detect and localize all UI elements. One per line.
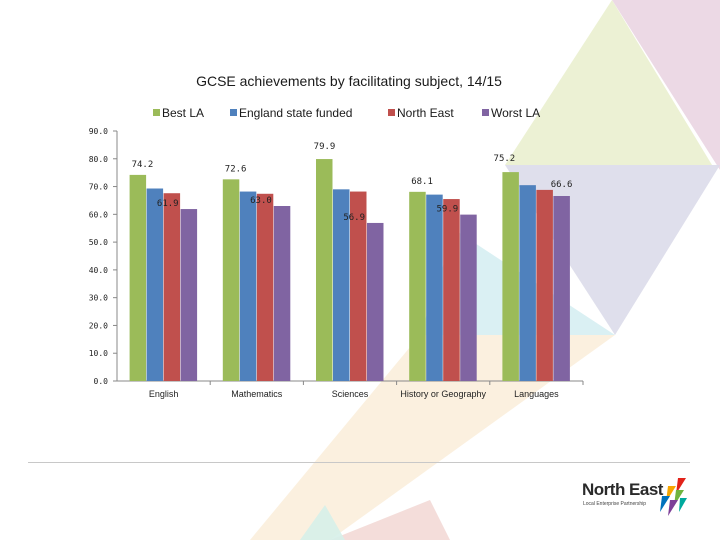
x-category-label: Languages [514, 389, 559, 399]
bar [409, 191, 426, 381]
bar [239, 191, 257, 381]
deco-mint-triangle [300, 505, 345, 540]
bar [146, 188, 164, 381]
y-tick-label: 40.0 [89, 266, 108, 275]
y-tick-label: 60.0 [89, 210, 108, 219]
footer-divider [28, 462, 690, 463]
deco-rose-triangle [330, 500, 450, 540]
bar [367, 222, 384, 381]
data-label: 68.1 [411, 177, 433, 187]
data-label: 56.9 [343, 213, 365, 223]
x-category-label: Sciences [332, 389, 369, 399]
y-tick-label: 30.0 [89, 294, 108, 303]
data-label: 59.9 [437, 205, 459, 215]
legend-label: England state funded [239, 106, 352, 120]
bar [129, 174, 147, 381]
bar [163, 193, 181, 381]
plot-area: 0.0 10.0 20.0 30.0 40.0 50.0 60.0 70.0 80.0 90.0 E… [89, 127, 584, 399]
logo-mark-icon [660, 478, 687, 516]
chart-legend: Best LA England state funded North East Wor… [153, 106, 540, 120]
bar [256, 193, 274, 381]
north-east-lep-logo: North East Local Enterprise Partnership [582, 476, 692, 518]
y-tick-label: 50.0 [89, 238, 108, 247]
y-tick-label: 70.0 [89, 183, 108, 192]
x-category-label: Mathematics [231, 389, 283, 399]
y-tick-label: 90.0 [89, 127, 108, 136]
data-label: 72.6 [225, 164, 247, 174]
bar [502, 172, 519, 381]
bar [536, 189, 553, 381]
legend-swatch [230, 109, 237, 116]
y-tick-label: 0.0 [94, 377, 109, 386]
deco-pink-triangle [612, 0, 720, 170]
bar [553, 196, 570, 381]
legend-label: North East [397, 106, 454, 120]
y-tick-label: 80.0 [89, 155, 108, 164]
bar [333, 189, 350, 381]
logo-name: North East [582, 480, 663, 499]
deco-yellow-green-triangle [505, 0, 712, 165]
data-label: 63.0 [250, 196, 272, 206]
bar [180, 209, 198, 381]
bar [350, 191, 367, 381]
y-tick-label: 20.0 [89, 321, 108, 330]
data-label: 74.2 [132, 160, 154, 170]
bar [222, 179, 240, 381]
bar [519, 185, 536, 381]
deco-peach-triangle [250, 335, 615, 540]
x-category-label: English [149, 389, 179, 399]
logo-tagline: Local Enterprise Partnership [583, 501, 647, 507]
legend-swatch [388, 109, 395, 116]
data-label: 61.9 [157, 199, 179, 209]
data-label: 79.9 [314, 142, 336, 152]
legend-swatch [153, 109, 160, 116]
data-label: 75.2 [494, 154, 516, 164]
chart-title: GCSE achievements by facilitating subjec… [196, 73, 502, 89]
y-tick-label: 10.0 [89, 349, 108, 358]
x-category-label: History or Geography [400, 389, 486, 399]
legend-swatch [482, 109, 489, 116]
bar [443, 199, 460, 381]
data-label: 66.6 [551, 180, 573, 190]
bar [460, 214, 477, 381]
bar [316, 159, 333, 381]
legend-label: Best LA [162, 106, 204, 120]
legend-label: Worst LA [491, 106, 540, 120]
bar [426, 194, 443, 381]
bar [273, 206, 291, 381]
